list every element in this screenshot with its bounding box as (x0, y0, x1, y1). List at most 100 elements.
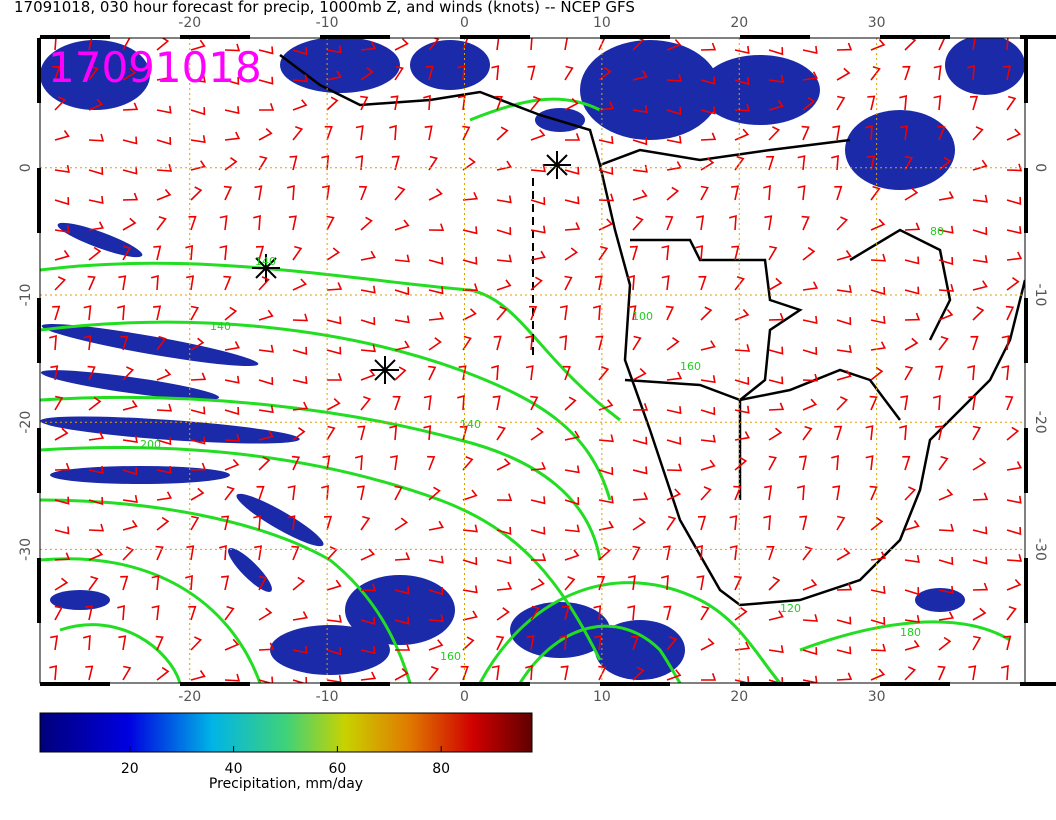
wind-barb (389, 124, 397, 141)
wind-barb (1006, 426, 1020, 441)
wind-barb (286, 184, 295, 201)
wind-barb (663, 605, 672, 621)
wind-barb (54, 427, 69, 441)
wind-barb (764, 485, 773, 501)
wind-barb (661, 245, 670, 261)
wind-barb (904, 337, 919, 351)
wind-barb (82, 634, 91, 651)
wind-barb (802, 398, 818, 411)
wind-barb (122, 400, 138, 411)
wind-barb (122, 166, 138, 175)
wind-barb (496, 526, 512, 535)
frame-bar (1024, 38, 1028, 103)
wind-barb (291, 455, 301, 471)
wind-barb (937, 125, 946, 141)
wind-barb (258, 128, 273, 141)
lat-tick-label: -30 (1032, 538, 1048, 561)
wind-barb (122, 494, 138, 503)
wind-barb (870, 218, 886, 231)
wind-barb (423, 395, 432, 411)
wind-barb (390, 95, 399, 111)
wind-barb (156, 516, 170, 531)
lon-tick-label: -20 (178, 15, 201, 31)
wind-barb (224, 406, 240, 416)
wind-barb (462, 38, 469, 51)
wind-barb (904, 639, 920, 651)
wind-barb (224, 43, 241, 52)
wind-barb (666, 669, 682, 681)
wind-barb (322, 455, 331, 471)
wind-barb (904, 666, 917, 681)
frame-bar (37, 168, 41, 233)
wind-barb (797, 185, 806, 201)
frame-bar (460, 682, 530, 686)
wind-barb (802, 373, 819, 382)
wind-barb (496, 581, 513, 591)
wind-barb (834, 185, 843, 201)
wind-barb (428, 311, 445, 321)
wind-barb (865, 425, 874, 441)
wind-barb (564, 576, 576, 591)
wind-barb (1006, 226, 1022, 235)
wind-barb (935, 425, 944, 441)
wind-barb (1006, 196, 1022, 205)
wind-barb (360, 344, 376, 353)
wind-barb (764, 215, 773, 231)
precip (40, 38, 1025, 680)
colorbar-tick-label: 80 (432, 761, 450, 777)
wind-barb (156, 436, 172, 446)
contours (40, 97, 1011, 683)
wind-barb (326, 282, 343, 291)
wind-barb (291, 545, 300, 561)
wind-barb (360, 317, 376, 326)
wind-barb (122, 192, 139, 201)
lon-tick-label: -20 (178, 689, 201, 705)
wind-barb (360, 548, 376, 561)
wind-barb (355, 155, 364, 171)
wind-barb (88, 548, 104, 561)
wind-barb (87, 275, 96, 291)
wind-barb (937, 665, 946, 681)
lon-tick-label: -10 (316, 15, 339, 31)
wind-barb (831, 454, 839, 471)
wind-barb (938, 636, 952, 651)
frame-bar (320, 35, 390, 39)
wind-barb (360, 369, 376, 381)
wind-barb (321, 484, 329, 501)
wind-barb (118, 275, 127, 291)
wind-barb (768, 677, 784, 683)
wind-barb (496, 493, 513, 502)
wind-barb (394, 65, 404, 81)
wind-barb (802, 425, 813, 441)
wind-barb (88, 38, 93, 51)
wind-barb (88, 575, 99, 591)
wind-barb (559, 634, 567, 651)
wind-barb (462, 524, 478, 533)
wind-barb (972, 280, 988, 291)
wind-barb (190, 372, 207, 381)
wind-barb (768, 645, 784, 654)
wind-barb (836, 344, 852, 353)
lat-tick-label: 0 (1032, 163, 1048, 172)
wind-barb (457, 394, 465, 411)
wind-barb (938, 455, 949, 471)
wind-barb (462, 456, 474, 471)
wind-barb (254, 545, 263, 561)
wind-barb (700, 306, 713, 321)
wind-barb (938, 38, 946, 51)
wind-barb (292, 576, 306, 591)
wind-barb (49, 665, 58, 681)
wind-barb (462, 226, 478, 235)
wind-barb (525, 335, 534, 351)
wind-barb (899, 424, 907, 441)
wind-barb (360, 646, 376, 655)
wind-barb (88, 195, 104, 205)
wind-barb (496, 195, 512, 204)
wind-barb (766, 546, 775, 561)
wind-barb (258, 405, 274, 414)
lon-tick-label: 10 (593, 689, 611, 705)
wind-barb (560, 38, 568, 51)
wind-barb (627, 605, 636, 621)
wind-barb (734, 607, 748, 621)
wind-barb (632, 403, 649, 411)
